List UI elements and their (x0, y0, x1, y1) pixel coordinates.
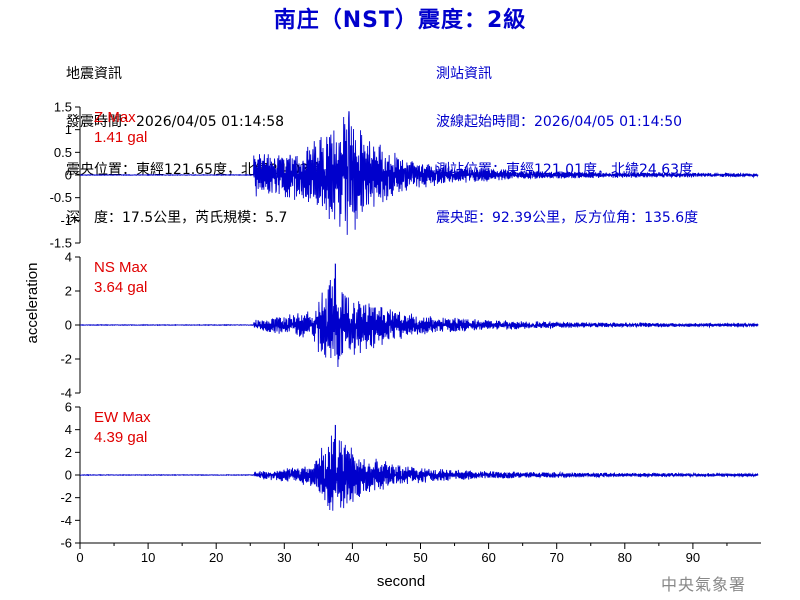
y-tick-label: 0.5 (54, 145, 72, 160)
y-tick-label: -2 (60, 352, 72, 367)
y-axis-label: acceleration (24, 263, 41, 344)
max-value-ew: 4.39 gal (94, 429, 147, 446)
x-tick-label: 70 (549, 550, 563, 565)
y-tick-label: 4 (65, 422, 72, 437)
y-tick-label: -2 (60, 490, 72, 505)
waveform-ns (79, 263, 759, 368)
y-tick-label: -4 (60, 513, 72, 528)
epicentral-distance: 震央距：92.39公里，反方位角：135.6度 (436, 210, 699, 226)
y-tick-label: 0 (65, 318, 72, 333)
max-value-z: 1.41 gal (94, 129, 147, 146)
y-tick-label: 0 (65, 468, 72, 483)
y-tick-label: 4 (65, 250, 72, 265)
y-tick-label: 0 (65, 168, 72, 183)
y-tick-label: 6 (65, 400, 72, 415)
y-tick-label: -0.5 (50, 190, 72, 205)
max-value-ns: 3.64 gal (94, 279, 147, 296)
x-tick-label: 10 (141, 550, 155, 565)
watermark: 中央氣象署 (660, 575, 746, 594)
y-tick-label: 2 (65, 445, 72, 460)
y-tick-label: -1.5 (50, 236, 72, 251)
y-tick-label: 1 (65, 122, 72, 137)
max-label-z: Z Max (94, 109, 136, 126)
x-tick-label: 60 (481, 550, 495, 565)
x-tick-label: 80 (618, 550, 632, 565)
x-tick-label: 50 (413, 550, 427, 565)
x-tick-label: 90 (686, 550, 700, 565)
x-axis-label: second (377, 573, 425, 590)
y-tick-label: 1.5 (54, 100, 72, 115)
y-tick-label: -6 (60, 536, 72, 551)
waveform-z (79, 111, 759, 235)
max-label-ew: EW Max (94, 409, 151, 426)
page-title: 南庄（NST）震度：2級 (273, 8, 527, 33)
station-info-heading: 測站資訊 (436, 66, 492, 82)
waveform-start-time: 波線起始時間：2026/04/05 01:14:50 (436, 114, 683, 130)
y-tick-label: -1 (60, 213, 72, 228)
x-tick-label: 20 (209, 550, 223, 565)
x-tick-label: 30 (277, 550, 291, 565)
earthquake-info-heading: 地震資訊 (66, 66, 122, 82)
origin-time: 發震時間：2026/04/05 01:14:58 (66, 114, 285, 130)
station-info: 測站資訊 波線起始時間：2026/04/05 01:14:50 測站位置：東經1… (436, 34, 698, 242)
y-tick-label: -4 (60, 386, 72, 401)
x-tick-label: 40 (345, 550, 359, 565)
waveform-ew (79, 424, 759, 511)
y-tick-label: 2 (65, 284, 72, 299)
x-tick-label: 0 (76, 550, 83, 565)
max-label-ns: NS Max (94, 259, 148, 276)
depth-magnitude: 深 度：17.5公里，芮氏規模：5.7 (66, 210, 288, 226)
